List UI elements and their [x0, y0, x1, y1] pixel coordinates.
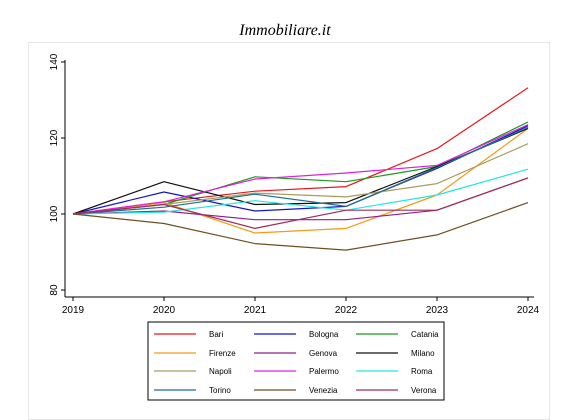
x-tick-label: 2020	[153, 305, 176, 316]
legend-label-venezia: Venezia	[309, 386, 338, 395]
legend-label-firenze: Firenze	[209, 349, 236, 358]
y-tick-label: 120	[49, 129, 60, 146]
legend-label-palermo: Palermo	[309, 367, 339, 376]
series-line-palermo	[72, 124, 529, 215]
y-tick-label: 80	[49, 284, 60, 296]
legend-box	[147, 321, 445, 401]
x-tick-label: 2019	[62, 305, 85, 316]
chart-title: Immobiliare.it	[239, 22, 331, 39]
legend-label-catania: Catania	[411, 330, 439, 339]
x-tick-label: 2024	[517, 305, 540, 316]
series-line-venezia	[72, 202, 529, 251]
series-line-firenze	[72, 128, 529, 234]
series-line-verona	[72, 177, 529, 229]
x-tick-label: 2023	[426, 305, 449, 316]
x-tick-label: 2021	[244, 305, 267, 316]
series-line-torino	[72, 126, 529, 215]
legend-label-bari: Bari	[209, 330, 223, 339]
series-line-roma	[72, 168, 529, 215]
legend-label-milano: Milano	[411, 349, 435, 358]
series-line-genova	[72, 177, 529, 221]
y-tick-label: 100	[49, 205, 60, 222]
series-line-milano	[72, 127, 529, 215]
y-tick-label: 140	[49, 53, 60, 70]
x-tick-label: 2022	[335, 305, 358, 316]
legend-label-bologna: Bologna	[309, 330, 339, 339]
legend-label-roma: Roma	[411, 367, 433, 376]
legend-label-napoli: Napoli	[209, 367, 232, 376]
legend-label-torino: Torino	[209, 386, 231, 395]
legend-label-verona: Verona	[411, 386, 437, 395]
legend-label-genova: Genova	[309, 349, 338, 358]
